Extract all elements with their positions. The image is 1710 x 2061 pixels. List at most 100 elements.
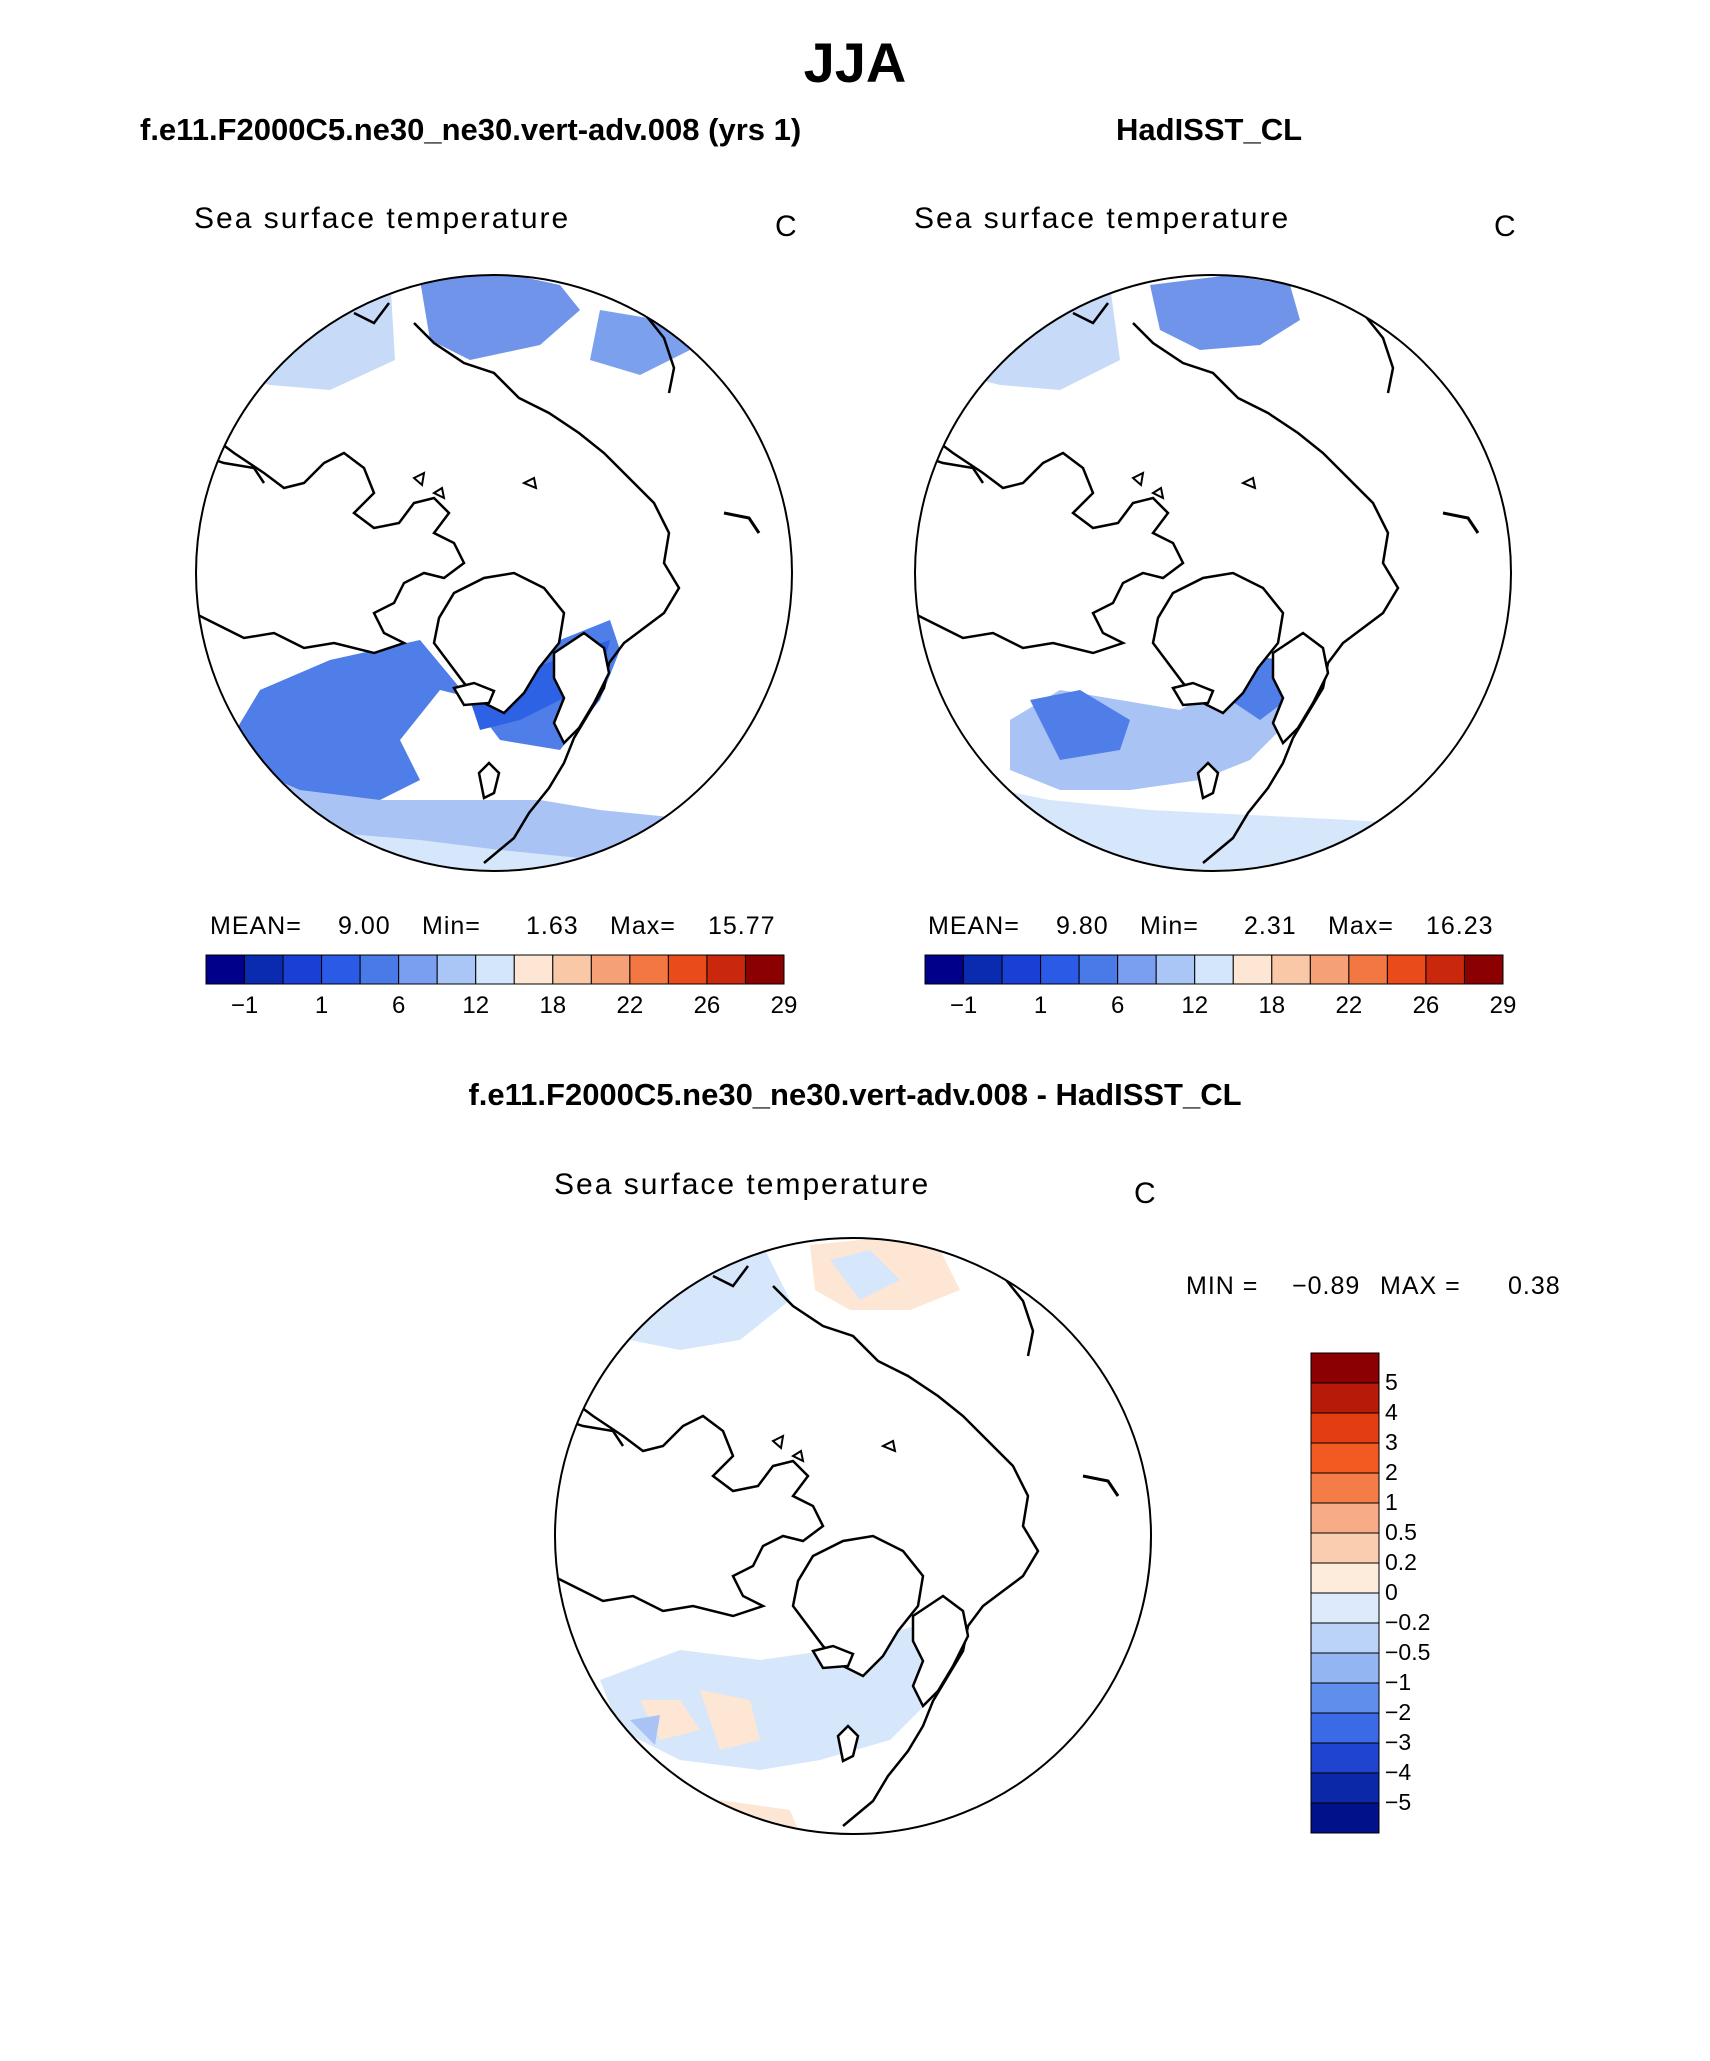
panel-1-colorbar-swatch [359,954,400,985]
panel-2-colorbar-swatch [1386,954,1427,985]
panel-2-colorbar-tick-label: 22 [1335,992,1363,1019]
panel-3-min-label: MIN = [1186,1272,1259,1300]
panel-2-colorbar-tick-label: 12 [1181,992,1209,1019]
panel-3-colorbar-tick-label: 4 [1385,1399,1398,1425]
panel-1-colorbar-swatch [282,954,323,985]
panel-3-colorbar-tick-label: −5 [1385,1789,1412,1815]
panel-2-mean-value: 9.80 [1056,912,1109,940]
panel-1-colorbar-swatch [590,954,631,985]
panel-2-colorbar-swatch [1155,954,1196,985]
panel-3-variable: Sea surface temperature [554,1168,931,1201]
panel-3-title: f.e11.F2000C5.ne30_ne30.vert-adv.008 - H… [468,1077,1242,1112]
panel-3-colorbar-tick-label: 5 [1385,1369,1398,1395]
panel-3-max-label: MAX = [1380,1272,1461,1300]
panel-2-colorbar-swatch [1232,954,1273,985]
panel-1-variable: Sea surface temperature [194,202,571,235]
panel-2-colorbar-swatch [1078,954,1119,985]
panel-2-title: HadISST_CL [1116,112,1303,147]
panel-2-colorbar-swatch [1117,954,1157,985]
panel-2-units: C [1494,210,1516,243]
panel-1-min-value: 1.63 [526,912,579,940]
panel-2-colorbar-swatch [1001,954,1042,985]
panel-3-min-value: −0.89 [1292,1272,1361,1300]
panel-1-colorbar-swatch [552,954,592,985]
panel-1-colorbar-swatch [744,954,785,985]
panel-1-max-label: Max= [610,912,676,940]
panel-3-colorbar [1310,1352,1380,1834]
panel-3-colorbar-tick-label: 3 [1385,1429,1398,1455]
panel-2-colorbar-tick-label: 26 [1412,992,1440,1019]
panel-2-colorbar-swatch [963,954,1003,985]
panel-2-colorbar-tick-label: 1 [1033,992,1048,1019]
panel-1-colorbar-swatch [667,954,708,985]
panel-2-colorbar [924,954,1504,985]
panel-3-colorbar-tick-label: −0.5 [1385,1639,1431,1665]
panel-3-colorbar-tick-label: −4 [1385,1759,1412,1785]
panel-1-colorbar-swatch [398,954,438,985]
panel-3-colorbar-swatch [1310,1772,1380,1804]
panel-2-colorbar-swatch [1271,954,1311,985]
panel-3-colorbar-tick-label: −0.2 [1385,1609,1431,1635]
panel-1-min-label: Min= [422,912,481,940]
panel-3-colorbar-swatch [1310,1622,1380,1654]
panel-1-colorbar-swatch [436,954,477,985]
panel-3-colorbar-tick-label: 0.2 [1385,1549,1417,1575]
panel-2-mean-label: MEAN= [928,912,1020,940]
panel-1-colorbar-tick-label: 12 [462,992,490,1019]
panel-1-colorbar-swatch [321,954,361,985]
panel-1-title: f.e11.F2000C5.ne30_ne30.vert-adv.008 (yr… [140,112,802,147]
panel-2-colorbar-swatch [1348,954,1388,985]
panel-3-colorbar-swatch [1310,1592,1380,1624]
panel-3-colorbar-tick-label: −2 [1385,1699,1412,1725]
panel-3-colorbar-tick-label: −1 [1385,1669,1412,1695]
panel-2-colorbar-tick-label: 29 [1489,992,1517,1019]
panel-2-max-value: 16.23 [1426,912,1494,940]
panel-1-colorbar-swatch [706,954,746,985]
figure-title: JJA [803,31,907,94]
panel-3-colorbar-tick-label: −3 [1385,1729,1412,1755]
panel-2-colorbar-swatch [1425,954,1465,985]
panel-3-colorbar-swatch [1310,1712,1380,1744]
panel-3-colorbar-tick-label: 2 [1385,1459,1398,1485]
panel-3-map [554,1237,1152,1835]
panel-2-colorbar-tick-label: 18 [1258,992,1286,1019]
panel-3-colorbar-swatch [1310,1502,1380,1534]
panel-3-colorbar-swatch [1310,1742,1380,1774]
panel-1-max-value: 15.77 [708,912,776,940]
panel-3-colorbar-tick-label: 1 [1385,1489,1398,1515]
panel-1-colorbar-swatch [513,954,554,985]
panel-3-colorbar-swatch [1310,1682,1380,1714]
panel-1-colorbar-tick-label: 22 [616,992,644,1019]
panel-2-colorbar-swatch [924,954,965,985]
panel-1-colorbar-tick-label: 29 [770,992,798,1019]
panel-3-units: C [1134,1177,1156,1210]
panel-1-colorbar-tick-label: 6 [391,992,406,1019]
panel-1-colorbar-swatch [629,954,669,985]
panel-3-colorbar-swatch [1310,1472,1380,1504]
panel-2-min-value: 2.31 [1244,912,1297,940]
panel-3-colorbar-tick-label: 0.5 [1385,1519,1417,1545]
panel-1-colorbar-swatch [475,954,515,985]
panel-2-colorbar-tick-label: −1 [949,992,978,1019]
panel-2-colorbar-swatch [1040,954,1080,985]
panel-3-colorbar-tick-label: 0 [1385,1579,1398,1605]
panel-1-colorbar [205,954,785,985]
panel-1-mean-value: 9.00 [338,912,391,940]
panel-2-colorbar-swatch [1194,954,1234,985]
panel-2-min-label: Min= [1140,912,1199,940]
panel-1-map [195,274,793,872]
panel-1-mean-label: MEAN= [210,912,302,940]
panel-2-max-label: Max= [1328,912,1394,940]
panel-3-colorbar-swatch [1310,1532,1380,1564]
panel-3-colorbar-swatch [1310,1382,1380,1414]
panel-1-colorbar-swatch [205,954,246,985]
panel-1-colorbar-tick-label: 18 [539,992,567,1019]
panel-3-max-value: 0.38 [1508,1272,1561,1300]
panel-1-colorbar-tick-label: −1 [230,992,259,1019]
panel-2-map [914,274,1512,872]
panel-3-colorbar-swatch [1310,1652,1380,1684]
panel-3-colorbar-swatch [1310,1802,1380,1834]
panel-2-colorbar-tick-label: 6 [1110,992,1125,1019]
panel-1-colorbar-tick-label: 26 [693,992,721,1019]
